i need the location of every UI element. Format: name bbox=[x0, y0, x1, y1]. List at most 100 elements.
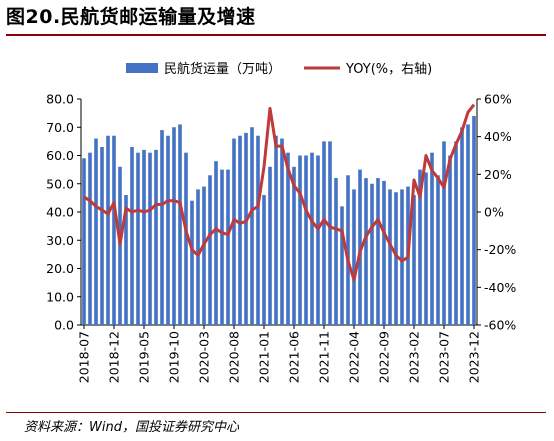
bar bbox=[292, 166, 296, 325]
left-tick-label: 50.0 bbox=[46, 176, 74, 191]
bar bbox=[352, 189, 356, 325]
bar bbox=[328, 141, 332, 325]
left-tick-label: 80.0 bbox=[46, 92, 74, 107]
bar bbox=[388, 189, 392, 325]
bar bbox=[280, 138, 284, 325]
bar bbox=[382, 180, 386, 325]
bar bbox=[190, 200, 194, 325]
x-tick-label: 2021-06 bbox=[287, 331, 302, 383]
bar bbox=[322, 141, 326, 325]
right-tick-label: 0% bbox=[484, 205, 504, 220]
bar bbox=[202, 186, 206, 325]
bar bbox=[106, 135, 110, 325]
bar-series bbox=[82, 115, 476, 325]
right-tick-label: -60% bbox=[484, 318, 516, 333]
bar bbox=[358, 169, 362, 325]
x-tick-label: 2019-10 bbox=[167, 331, 182, 383]
x-tick-label: 2023-02 bbox=[407, 331, 422, 383]
left-tick-label: 30.0 bbox=[46, 233, 74, 248]
bar bbox=[232, 138, 236, 325]
source-note: 资料来源：Wind，国投证券研究中心 bbox=[24, 420, 239, 435]
bar bbox=[88, 152, 92, 325]
bar bbox=[472, 115, 476, 325]
legend-label-line: YOY(%，右轴) bbox=[345, 62, 432, 77]
yoy-line bbox=[83, 103, 476, 282]
x-tick-label: 2023-07 bbox=[437, 331, 452, 383]
bar bbox=[400, 189, 404, 325]
right-tick-label: 20% bbox=[484, 167, 512, 182]
x-tick-label: 2020-03 bbox=[197, 331, 212, 383]
bar bbox=[334, 178, 338, 325]
left-tick-label: 40.0 bbox=[46, 205, 74, 220]
bar bbox=[454, 141, 458, 325]
left-axis-ticks: 0.0 10.0 20.0 30.0 40.0 50.0 60.0 70.0 80.0 bbox=[46, 92, 81, 333]
title-divider bbox=[6, 34, 546, 36]
x-tick-label: 2022-09 bbox=[377, 331, 392, 383]
bar bbox=[172, 127, 176, 325]
bar bbox=[310, 152, 314, 325]
legend-label-bar: 民航货运量（万吨） bbox=[164, 61, 281, 77]
bar bbox=[136, 152, 140, 325]
right-tick-label: -20% bbox=[484, 242, 516, 257]
bar bbox=[160, 130, 164, 325]
x-tick-label: 2018-12 bbox=[107, 331, 122, 383]
bar bbox=[214, 161, 218, 325]
bar bbox=[262, 195, 266, 325]
bar bbox=[178, 124, 182, 325]
bar bbox=[244, 132, 248, 325]
bar bbox=[124, 195, 128, 325]
x-axis-ticks: 2018-07 2018-12 2019-05 2019-10 2020-03 2020-… bbox=[77, 325, 482, 383]
x-tick-label: 2018-07 bbox=[77, 331, 92, 383]
bar bbox=[304, 155, 308, 325]
bar bbox=[208, 175, 212, 325]
bar bbox=[274, 135, 278, 325]
bar bbox=[250, 127, 254, 325]
bar bbox=[238, 135, 242, 325]
bar bbox=[442, 141, 446, 325]
bar bbox=[268, 166, 272, 325]
x-tick-label: 2019-05 bbox=[137, 331, 152, 383]
bar bbox=[346, 175, 350, 325]
right-tick-label: 40% bbox=[484, 129, 512, 144]
bar bbox=[112, 135, 116, 325]
bar bbox=[412, 195, 416, 325]
bar bbox=[466, 124, 470, 325]
bar bbox=[298, 155, 302, 325]
left-tick-label: 0.0 bbox=[54, 318, 74, 333]
left-tick-label: 70.0 bbox=[46, 120, 74, 135]
bar bbox=[184, 152, 188, 325]
bar bbox=[394, 192, 398, 325]
bar bbox=[460, 127, 464, 325]
bar bbox=[430, 152, 434, 325]
bar bbox=[142, 149, 146, 325]
bar bbox=[364, 178, 368, 325]
bar bbox=[82, 158, 86, 325]
right-tick-label: -40% bbox=[484, 280, 516, 295]
legend: 民航货运量（万吨） YOY(%，右轴) bbox=[126, 61, 432, 77]
x-tick-label: 2020-08 bbox=[227, 331, 242, 383]
x-tick-label: 2021-11 bbox=[317, 331, 332, 383]
left-tick-label: 60.0 bbox=[46, 148, 74, 163]
bar bbox=[316, 155, 320, 325]
chart-figure: 民航货运量（万吨） YOY(%，右轴) 0.0 10.0 20.0 30.0 40.0 5… bbox=[46, 61, 516, 383]
bar bbox=[424, 172, 428, 325]
source-divider bbox=[6, 412, 546, 413]
bar bbox=[418, 169, 422, 325]
bar bbox=[286, 152, 290, 325]
bar bbox=[94, 138, 98, 325]
x-tick-label: 2021-01 bbox=[257, 331, 272, 383]
x-tick-label: 2022-04 bbox=[347, 331, 362, 383]
chart-title: 图20.民航货邮运输量及增速 bbox=[6, 6, 256, 28]
bar bbox=[376, 178, 380, 325]
bar bbox=[256, 135, 260, 325]
left-tick-label: 20.0 bbox=[46, 261, 74, 276]
bar bbox=[220, 169, 224, 325]
bar bbox=[154, 149, 158, 325]
right-tick-label: 60% bbox=[484, 92, 512, 107]
bar bbox=[448, 155, 452, 325]
x-tick-label: 2023-12 bbox=[467, 331, 482, 383]
bar bbox=[130, 147, 134, 325]
bar bbox=[196, 189, 200, 325]
right-axis-ticks: -60% -40% -20% 0% 20% 40% 60% bbox=[477, 92, 516, 333]
bar bbox=[370, 183, 374, 325]
